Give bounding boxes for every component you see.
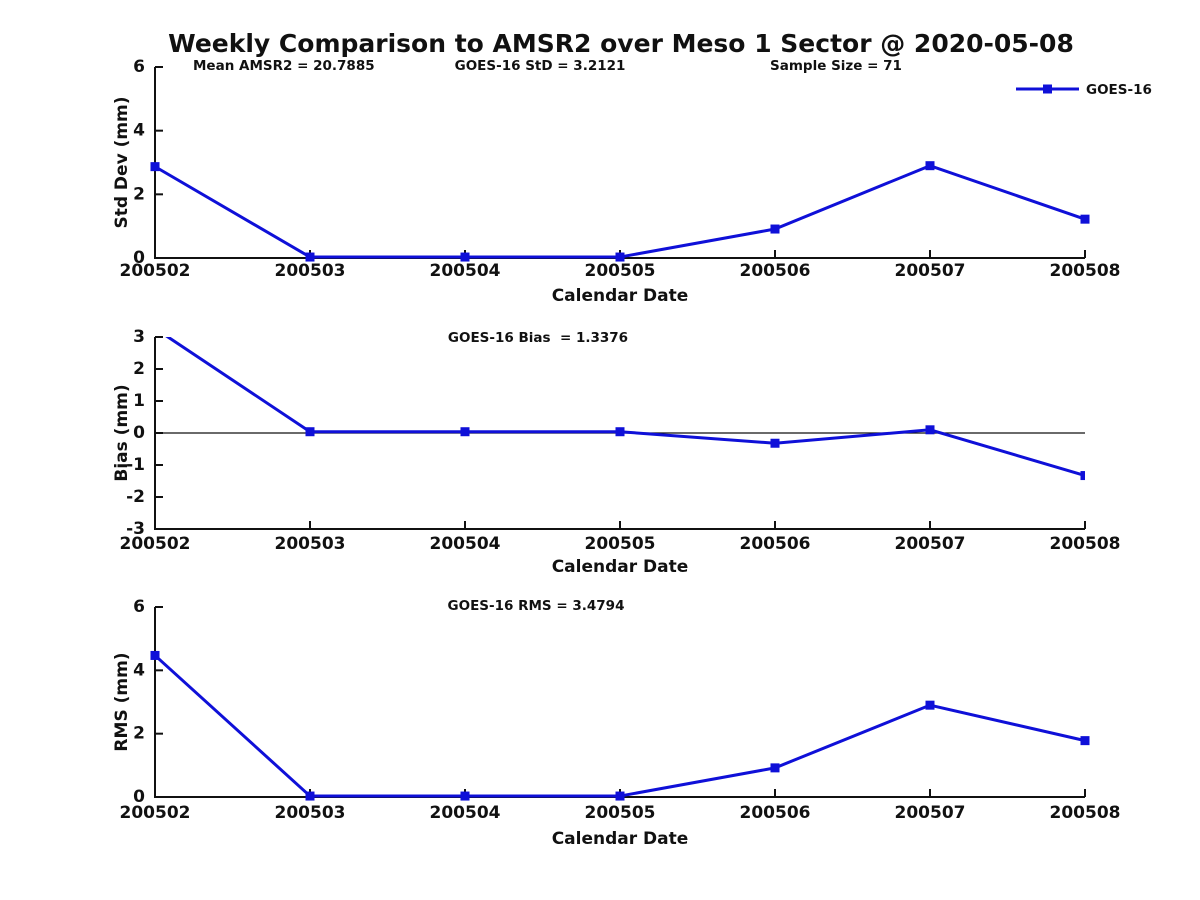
chart-title: Weekly Comparison to AMSR2 over Meso 1 S…	[168, 29, 1074, 58]
goes-16-marker	[925, 161, 935, 171]
y-tick-label: 3	[133, 327, 145, 347]
annotation-goes16-bias: GOES-16 Bias = 1.3376	[448, 330, 628, 346]
x-tick-label: 200507	[895, 261, 966, 281]
goes-16-line	[154, 164, 1086, 259]
y-tick-label: 2	[133, 359, 145, 379]
x-tick-label: 200507	[895, 534, 966, 554]
y-tick-label: -2	[126, 487, 145, 507]
goes-16-marker	[460, 427, 470, 437]
goes-16-marker	[925, 425, 935, 435]
goes-16-marker	[615, 252, 625, 262]
x-tick-label: 200508	[1050, 803, 1121, 823]
x-tick-label: 200507	[895, 803, 966, 823]
y-tick-label: 2	[133, 724, 145, 744]
x-tick-label: 200502	[120, 803, 191, 823]
clipped-series-group	[151, 324, 1085, 481]
goes-16-marker	[305, 252, 315, 262]
y-tick-label: 0	[133, 787, 145, 807]
y-tick-label: 0	[133, 248, 145, 268]
legend-label: GOES-16	[1086, 82, 1152, 98]
goes-16-marker	[1080, 736, 1090, 746]
x-tick-label: 200506	[740, 534, 811, 554]
goes-16-marker	[770, 763, 780, 773]
goes-16-line	[153, 654, 1086, 798]
x-tick-label: 200504	[430, 261, 501, 281]
x-tick-label: 200502	[120, 261, 191, 281]
annotation-goes16-rms: GOES-16 RMS = 3.4794	[448, 598, 625, 614]
x-tick-label: 200503	[275, 261, 346, 281]
goes-16-marker	[460, 252, 470, 262]
subplot-std-dev: 0 2 4 6 200502 200503 200504 200505 200506 200507…	[112, 57, 1152, 306]
goes-16-marker	[1080, 214, 1090, 224]
goes-16-marker	[770, 224, 780, 234]
x-tick-label: 200508	[1050, 534, 1121, 554]
goes-16-marker	[1080, 471, 1085, 481]
x-tick-label: 200505	[585, 803, 656, 823]
goes-16-marker	[615, 791, 625, 801]
axes-spines	[154, 607, 1085, 798]
goes-16-marker	[150, 650, 160, 660]
axes-spines	[154, 67, 1085, 259]
x-axis-title: Calendar Date	[552, 286, 689, 306]
goes-16-marker	[460, 791, 470, 801]
x-tick-label: 200506	[740, 261, 811, 281]
annotation-sample-size: Sample Size = 71	[770, 58, 902, 74]
y-axis-title: Bias (mm)	[112, 384, 132, 481]
x-tick-label: 200505	[585, 261, 656, 281]
goes-16-marker	[305, 791, 315, 801]
y-tick-label: 6	[133, 597, 145, 617]
goes-16-marker	[305, 427, 315, 437]
x-tick-label: 200506	[740, 803, 811, 823]
y-tick-label: -1	[126, 455, 145, 475]
goes-16-marker	[151, 324, 160, 333]
x-axis-title: Calendar Date	[552, 829, 689, 849]
x-tick-label: 200503	[275, 803, 346, 823]
x-tick-label: 200508	[1050, 261, 1121, 281]
goes-16-marker	[770, 438, 780, 448]
x-tick-label: 200503	[275, 534, 346, 554]
goes-16-marker	[150, 162, 160, 172]
y-tick-label: 4	[133, 660, 145, 680]
x-tick-label: 200504	[430, 534, 501, 554]
y-axis-title: Std Dev (mm)	[112, 96, 132, 228]
annotation-mean-amsr2: Mean AMSR2 = 20.7885	[193, 58, 375, 74]
subplot-bias: -3 -2 -1 0 1 2 3 200502 200503 200504 200505 200506…	[112, 324, 1121, 577]
goes-16-line	[165, 337, 1085, 477]
y-tick-label: -3	[126, 519, 145, 539]
y-axis-title: RMS (mm)	[112, 652, 132, 751]
x-axis-title: Calendar Date	[552, 557, 689, 577]
subplot-rms: 0 2 4 6 200502 200503 200504 200505 200506 200507…	[112, 597, 1120, 849]
x-tick-label: 200505	[585, 534, 656, 554]
legend-goes-16: GOES-16	[1016, 82, 1152, 98]
goes-16-marker	[925, 700, 935, 710]
y-tick-label: 2	[133, 184, 145, 204]
y-tick-label: 4	[133, 121, 145, 141]
y-tick-label: 0	[133, 423, 145, 443]
annotation-goes16-std: GOES-16 StD = 3.2121	[455, 58, 626, 74]
y-tick-label: 6	[133, 57, 145, 77]
x-tick-label: 200502	[120, 534, 191, 554]
legend-square-marker-icon	[1043, 84, 1052, 94]
y-tick-label: 1	[133, 391, 145, 411]
x-tick-label: 200504	[430, 803, 501, 823]
goes-16-marker	[615, 427, 625, 437]
